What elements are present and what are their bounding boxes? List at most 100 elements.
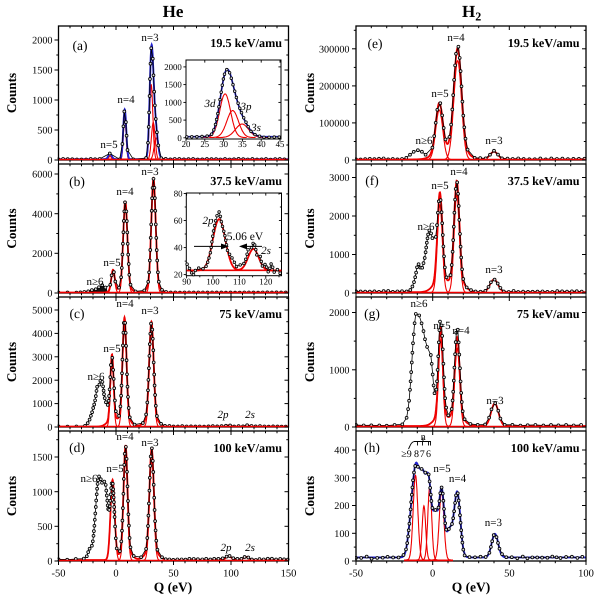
svg-text:Counts: Counts [302, 476, 317, 516]
svg-text:75 keV/amu: 75 keV/amu [517, 307, 580, 321]
svg-text:n≥6: n≥6 [80, 473, 98, 485]
svg-text:(a): (a) [73, 38, 88, 53]
svg-text:0: 0 [344, 557, 349, 568]
svg-text:Q (eV): Q (eV) [154, 580, 193, 595]
svg-text:n=3: n=3 [141, 32, 159, 44]
svg-text:110: 110 [233, 277, 246, 287]
svg-text:25: 25 [200, 139, 209, 149]
svg-text:5000: 5000 [32, 306, 52, 317]
svg-text:3s: 3s [250, 122, 261, 134]
svg-text:2000: 2000 [164, 62, 182, 72]
svg-text:0: 0 [47, 289, 52, 300]
svg-text:40: 40 [174, 243, 183, 253]
svg-text:-50: -50 [52, 569, 66, 580]
svg-text:200000: 200000 [319, 82, 350, 93]
svg-text:n=3: n=3 [141, 166, 159, 178]
svg-text:(f): (f) [365, 173, 379, 188]
svg-text:Q (eV): Q (eV) [452, 580, 491, 595]
svg-text:30: 30 [219, 139, 228, 149]
svg-text:n=5: n=5 [433, 463, 451, 475]
svg-text:2000: 2000 [329, 308, 349, 319]
svg-text:3d: 3d [204, 98, 217, 110]
svg-text:2p: 2p [221, 542, 233, 554]
svg-text:n=5: n=5 [106, 463, 124, 475]
svg-text:n=4: n=4 [117, 94, 135, 106]
svg-text:-50: -50 [349, 569, 363, 580]
svg-text:n≥6: n≥6 [87, 371, 105, 383]
svg-text:n=4: n=4 [447, 32, 465, 44]
svg-text:Counts: Counts [4, 73, 19, 113]
svg-text:20: 20 [174, 270, 183, 280]
svg-text:1500: 1500 [32, 66, 52, 77]
svg-text:0: 0 [47, 423, 52, 434]
svg-text:1500: 1500 [32, 453, 52, 464]
svg-text:2000: 2000 [32, 249, 52, 260]
svg-text:80: 80 [174, 188, 183, 198]
svg-text:n=4: n=4 [452, 325, 470, 337]
svg-text:0: 0 [47, 557, 52, 568]
svg-text:150: 150 [281, 569, 297, 580]
svg-text:n=3: n=3 [486, 395, 504, 407]
svg-text:0: 0 [113, 569, 118, 580]
svg-text:100000: 100000 [319, 119, 350, 130]
svg-text:Counts: Counts [4, 476, 19, 516]
svg-text:n=3: n=3 [141, 305, 159, 317]
svg-text:1000: 1000 [32, 487, 52, 498]
svg-text:4000: 4000 [32, 209, 52, 220]
svg-text:(c): (c) [70, 306, 85, 321]
svg-text:n≥6: n≥6 [417, 221, 435, 233]
svg-text:n=5: n=5 [431, 88, 449, 100]
svg-text:n≥6: n≥6 [415, 135, 433, 147]
svg-text:Counts: Counts [302, 342, 317, 382]
svg-text:2000: 2000 [32, 376, 52, 387]
svg-text:n=4: n=4 [116, 431, 134, 443]
svg-text:1000: 1000 [329, 250, 349, 261]
svg-text:6000: 6000 [32, 170, 52, 181]
svg-text:45: 45 [276, 139, 285, 149]
svg-text:n=5: n=5 [103, 257, 121, 269]
svg-text:40: 40 [257, 139, 266, 149]
svg-text:n=3: n=3 [485, 135, 503, 147]
svg-text:200: 200 [334, 501, 349, 512]
svg-text:2000: 2000 [329, 212, 349, 223]
svg-text:4000: 4000 [32, 329, 52, 340]
svg-text:Counts: Counts [4, 342, 19, 382]
svg-text:500: 500 [37, 126, 52, 137]
svg-text:500: 500 [37, 522, 52, 533]
svg-text:0: 0 [430, 569, 435, 580]
svg-text:n=5: n=5 [100, 139, 118, 151]
svg-text:100: 100 [223, 569, 239, 580]
svg-text:(h): (h) [364, 440, 380, 455]
svg-text:Counts: Counts [302, 208, 317, 248]
svg-text:He: He [163, 2, 184, 21]
svg-text:100 keV/amu: 100 keV/amu [213, 441, 282, 455]
svg-text:37.5 keV/amu: 37.5 keV/amu [508, 174, 580, 188]
svg-text:300000: 300000 [319, 44, 350, 55]
svg-text:1000: 1000 [32, 96, 52, 107]
svg-text:n=5: n=5 [103, 343, 121, 355]
svg-text:100: 100 [206, 277, 220, 287]
svg-text:Counts: Counts [302, 73, 317, 113]
svg-text:n=4: n=4 [450, 166, 468, 178]
svg-text:6: 6 [426, 449, 431, 460]
svg-text:100: 100 [334, 529, 349, 540]
svg-text:120: 120 [259, 277, 273, 287]
svg-text:75 keV/amu: 75 keV/amu [219, 307, 282, 321]
svg-text:1500: 1500 [164, 80, 182, 90]
svg-text:0: 0 [47, 156, 52, 167]
svg-text:35: 35 [238, 139, 247, 149]
svg-text:(g): (g) [364, 306, 380, 321]
svg-text:8: 8 [414, 449, 419, 460]
svg-text:50: 50 [504, 569, 515, 580]
svg-text:50: 50 [168, 569, 179, 580]
svg-text:n=3: n=3 [485, 264, 503, 276]
svg-text:300: 300 [334, 473, 349, 484]
svg-text:n≥6: n≥6 [86, 276, 104, 288]
svg-text:n=4: n=4 [449, 473, 467, 485]
svg-text:0: 0 [177, 133, 182, 143]
svg-text:19.5 keV/amu: 19.5 keV/amu [210, 36, 282, 50]
svg-text:0: 0 [344, 156, 349, 167]
svg-text:100: 100 [578, 569, 594, 580]
svg-text:37.5 keV/amu: 37.5 keV/amu [210, 174, 282, 188]
svg-text:2p: 2p [203, 215, 215, 227]
